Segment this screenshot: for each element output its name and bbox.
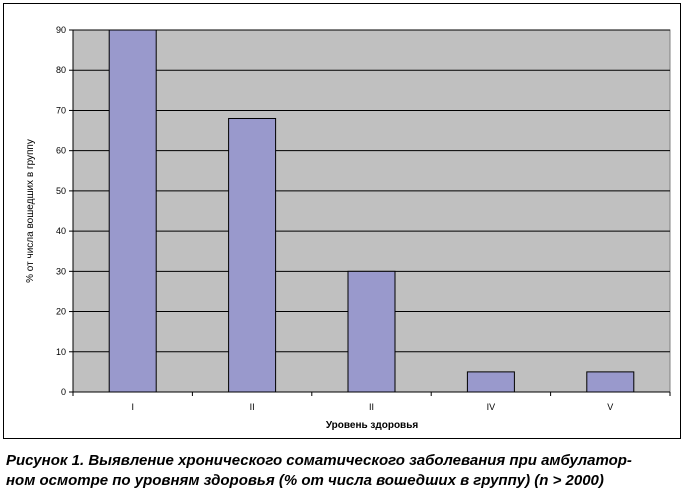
bar <box>466 371 515 393</box>
y-tick-label: 90 <box>56 25 66 35</box>
y-tick-label: 20 <box>56 307 66 317</box>
figure-caption: Рисунок 1. Выявление хронического сомати… <box>6 451 681 491</box>
y-tick-label: 50 <box>56 186 66 196</box>
y-tick-label: 0 <box>61 387 66 397</box>
y-axis-title: % от числа вошедших в группу <box>25 139 36 283</box>
y-tick-label: 40 <box>56 226 66 236</box>
y-tick-label: 30 <box>56 266 66 276</box>
bar <box>108 29 157 393</box>
y-tick-label: 70 <box>56 105 66 115</box>
caption-line-2: ном осмотре по уровням здоровья (% от чи… <box>6 472 604 489</box>
bar <box>586 371 635 393</box>
y-tick-label: 60 <box>56 146 66 156</box>
y-tick-label: 80 <box>56 65 66 75</box>
x-tick-label: I <box>131 402 134 412</box>
x-tick-label: V <box>607 402 613 412</box>
y-tick-label: 10 <box>56 347 66 357</box>
x-tick-label: II <box>250 402 255 412</box>
bar <box>347 270 396 393</box>
caption-line-1: Рисунок 1. Выявление хронического сомати… <box>6 452 632 469</box>
x-axis-title: Уровень здоровья <box>326 420 419 431</box>
x-tick-label: II <box>369 402 374 412</box>
bar <box>228 117 277 393</box>
x-tick-label: IV <box>487 402 496 412</box>
